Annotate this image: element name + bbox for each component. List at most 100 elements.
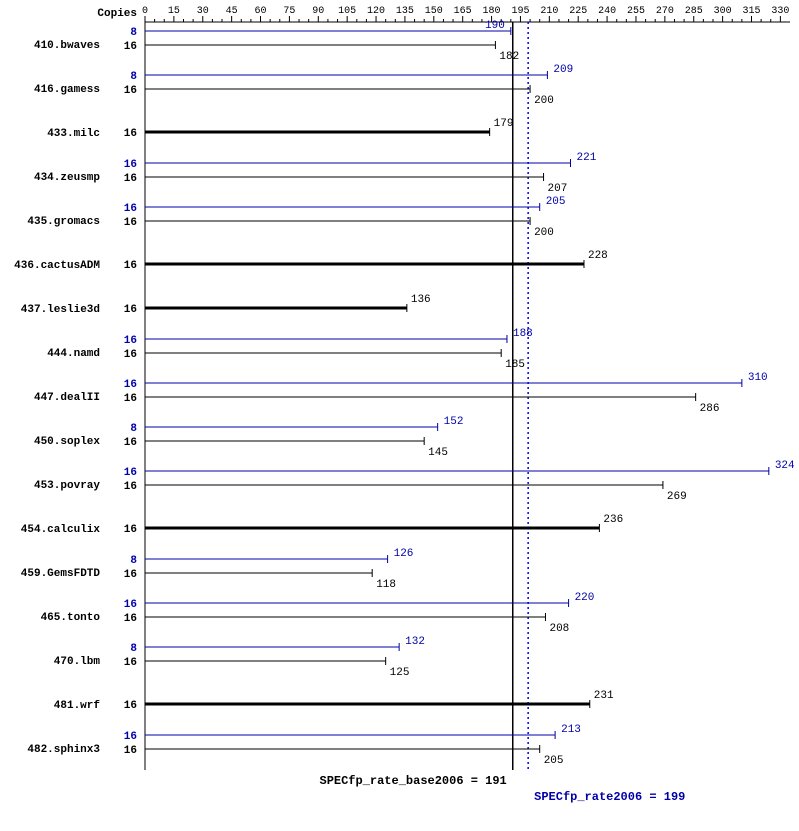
base-value-label: 231 xyxy=(594,690,614,702)
peak-value-label: 126 xyxy=(394,548,414,560)
base-copies: 16 xyxy=(124,569,137,581)
base-copies: 16 xyxy=(124,481,137,493)
base-value-label: 136 xyxy=(411,294,431,306)
benchmark-label: 482.sphinx3 xyxy=(27,744,100,756)
base-copies: 16 xyxy=(124,745,137,757)
x-tick-label: 315 xyxy=(742,6,760,17)
base-copies: 16 xyxy=(124,217,137,229)
base-value-label: 269 xyxy=(667,491,687,503)
base-copies: 16 xyxy=(124,260,137,272)
x-tick-label: 135 xyxy=(396,6,414,17)
benchmark-label: 459.GemsFDTD xyxy=(21,568,101,580)
peak-copies: 16 xyxy=(124,599,137,611)
x-tick-label: 60 xyxy=(255,6,267,17)
base-value-label: 179 xyxy=(494,118,514,130)
peak-value-label: 209 xyxy=(553,64,573,76)
benchmark-label: 416.gamess xyxy=(34,84,100,96)
peak-value-label: 152 xyxy=(444,416,464,428)
base-value-label: 236 xyxy=(603,514,623,526)
peak-value-label: 220 xyxy=(575,592,595,604)
peak-copies: 8 xyxy=(130,555,137,567)
base-copies: 16 xyxy=(124,613,137,625)
peak-value-label: 188 xyxy=(513,328,533,340)
base-copies: 16 xyxy=(124,85,137,97)
x-tick-label: 330 xyxy=(771,6,789,17)
x-tick-label: 30 xyxy=(197,6,209,17)
peak-copies: 16 xyxy=(124,379,137,391)
base-copies: 16 xyxy=(124,393,137,405)
benchmark-label: 410.bwaves xyxy=(34,40,100,52)
base-copies: 16 xyxy=(124,700,137,712)
x-tick-label: 165 xyxy=(454,6,472,17)
benchmark-label: 481.wrf xyxy=(54,700,101,712)
base-copies: 16 xyxy=(124,173,137,185)
peak-copies: 16 xyxy=(124,731,137,743)
benchmark-label: 450.soplex xyxy=(34,436,100,448)
base-value-label: 200 xyxy=(534,95,554,107)
base-copies: 16 xyxy=(124,524,137,536)
peak-copies: 8 xyxy=(130,71,137,83)
x-tick-label: 150 xyxy=(425,6,443,17)
base-copies: 16 xyxy=(124,41,137,53)
spec-rate-chart: Copies 0 15 30 45 60 75 90 105 120 135 150 165 180 195… xyxy=(0,0,799,831)
benchmark-label: 436.cactusADM xyxy=(14,260,100,272)
peak-value-label: 310 xyxy=(748,372,768,384)
summary-base: SPECfp_rate_base2006 = 191 xyxy=(320,774,507,788)
x-tick-label: 300 xyxy=(714,6,732,17)
base-copies: 16 xyxy=(124,304,137,316)
benchmark-label: 453.povray xyxy=(34,480,100,492)
base-value-label: 286 xyxy=(700,403,720,415)
copies-header: Copies xyxy=(97,8,137,20)
peak-copies: 8 xyxy=(130,643,137,655)
base-copies: 16 xyxy=(124,349,137,361)
x-tick-label: 90 xyxy=(312,6,324,17)
base-value-label: 125 xyxy=(390,667,410,679)
peak-value-label: 324 xyxy=(775,460,795,472)
x-tick-label: 105 xyxy=(338,6,356,17)
base-value-label: 208 xyxy=(549,623,569,635)
base-value-label: 205 xyxy=(544,755,564,767)
base-copies: 16 xyxy=(124,128,137,140)
benchmark-label: 470.lbm xyxy=(54,656,101,668)
peak-copies: 16 xyxy=(124,335,137,347)
x-tick-label: 255 xyxy=(627,6,645,17)
x-tick-label: 240 xyxy=(598,6,616,17)
base-copies: 16 xyxy=(124,437,137,449)
base-value-label: 185 xyxy=(505,359,525,371)
benchmark-label: 454.calculix xyxy=(21,524,101,536)
peak-value-label: 205 xyxy=(546,196,566,208)
summary-peak: SPECfp_rate2006 = 199 xyxy=(534,790,685,804)
peak-copies: 16 xyxy=(124,159,137,171)
base-value-label: 200 xyxy=(534,227,554,239)
x-tick-label: 180 xyxy=(483,6,501,17)
x-tick-label: 210 xyxy=(540,6,558,17)
peak-value-label: 221 xyxy=(577,152,597,164)
base-value-label: 145 xyxy=(428,447,448,459)
x-tick-label: 15 xyxy=(168,6,180,17)
peak-copies: 8 xyxy=(130,27,137,39)
base-value-label: 207 xyxy=(548,183,568,195)
x-tick-label: 45 xyxy=(226,6,238,17)
x-tick-label: 75 xyxy=(283,6,295,17)
x-tick-label: 225 xyxy=(569,6,587,17)
peak-value-label: 190 xyxy=(485,20,505,32)
base-value-label: 228 xyxy=(588,250,608,262)
base-value-label: 182 xyxy=(499,51,519,63)
benchmark-label: 447.dealII xyxy=(34,392,100,404)
peak-copies: 16 xyxy=(124,203,137,215)
peak-value-label: 132 xyxy=(405,636,425,648)
base-value-label: 118 xyxy=(376,579,396,591)
x-tick-label: 270 xyxy=(656,6,674,17)
x-tick-label: 0 xyxy=(142,6,148,17)
benchmark-label: 465.tonto xyxy=(41,612,101,624)
benchmark-label: 444.namd xyxy=(47,348,100,360)
peak-copies: 16 xyxy=(124,467,137,479)
benchmark-label: 437.leslie3d xyxy=(21,304,100,316)
benchmark-label: 433.milc xyxy=(47,128,100,140)
base-copies: 16 xyxy=(124,657,137,669)
x-tick-label: 120 xyxy=(367,6,385,17)
benchmark-label: 435.gromacs xyxy=(27,216,100,228)
x-tick-label: 195 xyxy=(511,6,529,17)
x-tick-label: 285 xyxy=(685,6,703,17)
benchmark-label: 434.zeusmp xyxy=(34,172,100,184)
